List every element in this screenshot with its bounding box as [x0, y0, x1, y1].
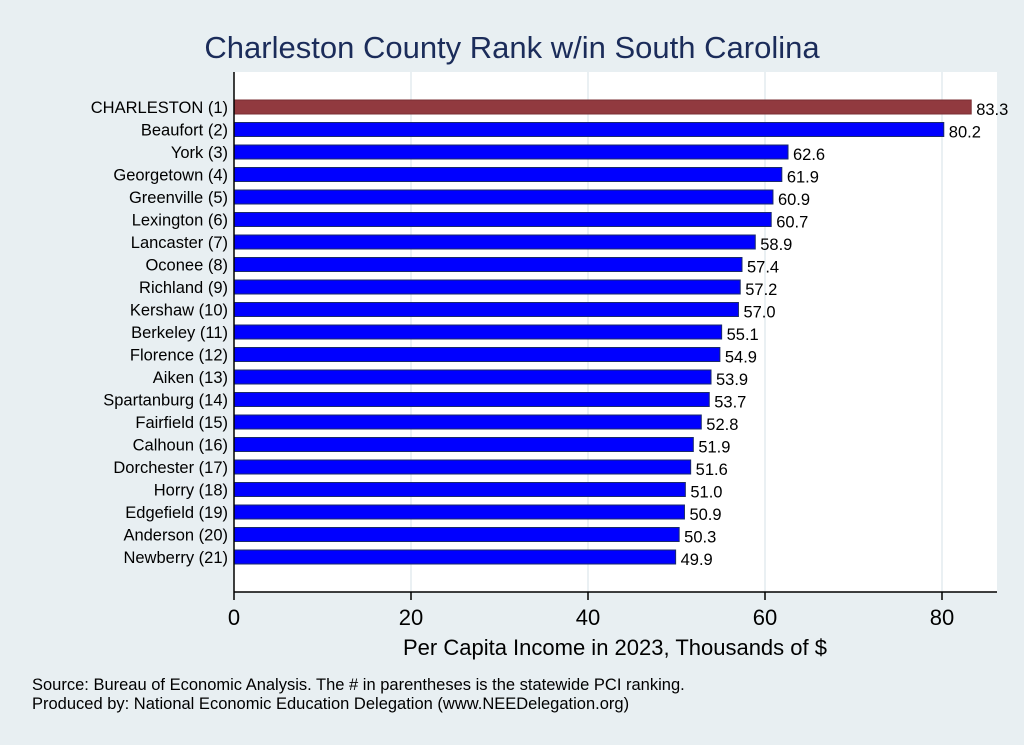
value-label: 57.2: [745, 281, 777, 299]
value-label: 51.0: [690, 484, 722, 502]
x-tick-label: 0: [228, 605, 240, 630]
value-label: 54.9: [725, 349, 757, 367]
category-label: Newberry (21): [123, 549, 228, 567]
bar: [233, 167, 783, 182]
chart-title: Charleston County Rank w/in South Caroli…: [204, 30, 820, 65]
category-label: Spartanburg (14): [103, 392, 228, 410]
x-tick-label: 60: [753, 605, 777, 630]
bar: [233, 279, 741, 295]
category-label: Anderson (20): [123, 527, 228, 545]
category-label: Georgetown (4): [113, 167, 228, 185]
bar: [233, 144, 789, 160]
value-label: 49.9: [681, 551, 713, 569]
x-tick-label: 20: [399, 605, 423, 630]
value-label: 60.7: [776, 214, 808, 232]
value-label: 50.3: [684, 529, 716, 547]
bar: [233, 212, 772, 227]
category-label: Kershaw (10): [130, 302, 228, 320]
value-label: 55.1: [727, 326, 759, 344]
value-label: 52.8: [706, 416, 738, 434]
value-label: 51.9: [698, 439, 730, 457]
source-note: Source: Bureau of Economic Analysis. The…: [32, 676, 685, 694]
bar: [233, 347, 721, 362]
category-label: York (3): [171, 144, 228, 162]
value-label: 50.9: [689, 506, 721, 524]
x-tick-label: 80: [930, 605, 954, 630]
category-label: Beaufort (2): [141, 122, 228, 140]
x-axis-label: Per Capita Income in 2023, Thousands of …: [403, 635, 827, 660]
bar: [233, 482, 686, 497]
bar: [233, 189, 774, 205]
bar: [233, 504, 685, 520]
bar: [233, 414, 702, 430]
category-label: Berkeley (11): [131, 324, 228, 342]
bar: [233, 99, 972, 115]
value-label: 58.9: [760, 236, 792, 254]
value-label: 57.0: [743, 304, 775, 322]
value-label: 62.6: [793, 146, 825, 164]
category-label: Dorchester (17): [113, 459, 228, 477]
bar: [233, 459, 692, 475]
category-label: Edgefield (19): [125, 504, 228, 522]
category-label: Florence (12): [130, 347, 228, 365]
category-label: Lexington (6): [132, 212, 228, 230]
value-label: 57.4: [747, 259, 779, 277]
value-label: 53.7: [714, 394, 746, 412]
category-label: Horry (18): [154, 482, 228, 500]
x-tick-label: 40: [576, 605, 600, 630]
category-label: Fairfield (15): [135, 414, 228, 432]
producer-note: Produced by: National Economic Education…: [32, 695, 629, 713]
bar: [233, 234, 756, 250]
value-label: 61.9: [787, 169, 819, 187]
value-label: 51.6: [696, 461, 728, 479]
category-label: Aiken (13): [153, 369, 228, 387]
bar: [233, 302, 739, 317]
bar: [233, 369, 712, 385]
category-label: Calhoun (16): [133, 437, 228, 455]
category-label: Greenville (5): [129, 189, 228, 207]
category-label: Lancaster (7): [131, 234, 228, 252]
value-label: 83.3: [976, 101, 1008, 119]
category-label: CHARLESTON (1): [91, 99, 228, 117]
value-label: 60.9: [778, 191, 810, 209]
category-label: Richland (9): [139, 279, 228, 297]
category-label: Oconee (8): [145, 257, 228, 275]
value-label: 80.2: [949, 124, 981, 142]
bar: [233, 122, 945, 137]
bar: [233, 549, 677, 565]
bar: [233, 392, 710, 407]
bar: [233, 437, 694, 452]
bar: [233, 324, 723, 340]
value-label: 53.9: [716, 371, 748, 389]
bar: [233, 527, 680, 542]
bar: [233, 257, 743, 272]
